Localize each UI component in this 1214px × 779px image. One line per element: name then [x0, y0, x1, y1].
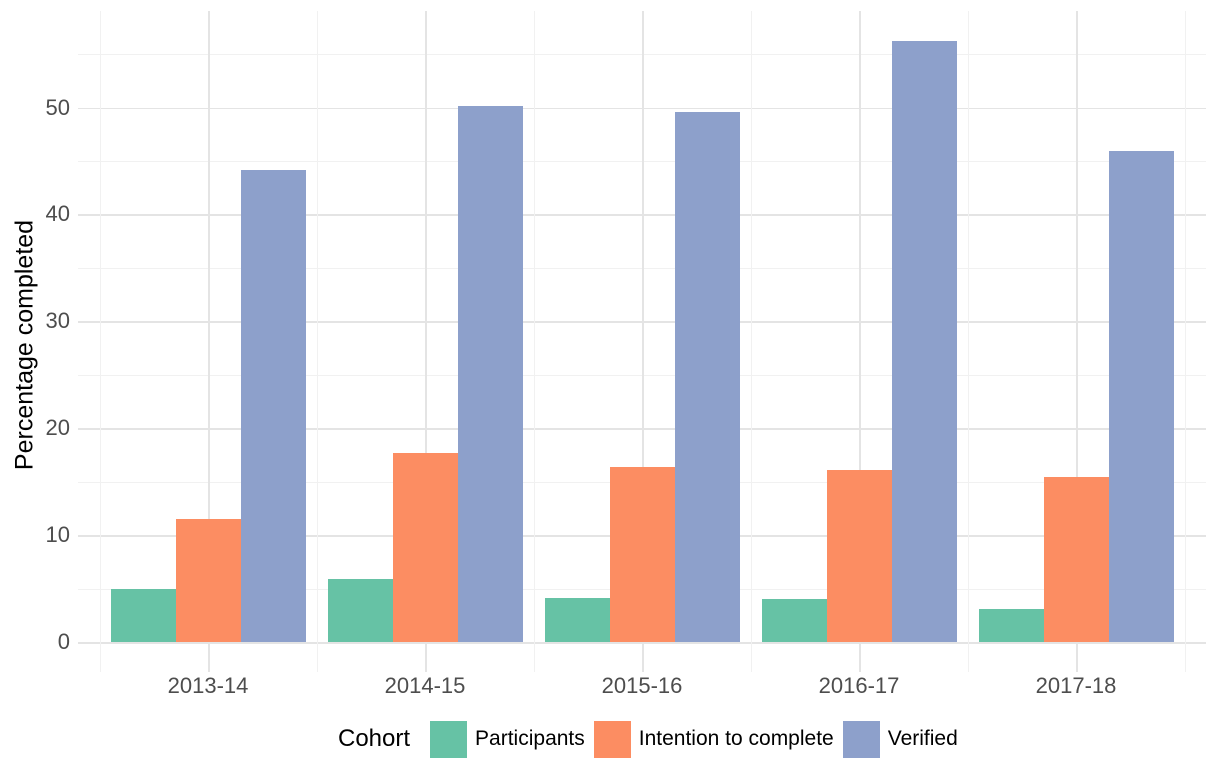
bar-verified-2014-15	[457, 106, 523, 642]
legend-item-verified: Verified	[842, 720, 958, 758]
gridline-minor-vertical	[533, 11, 535, 672]
gridline-major-vertical	[425, 11, 427, 672]
bar-verified-2017-18	[1108, 151, 1174, 642]
gridline-major-vertical	[208, 11, 210, 672]
bar-participants-2013-14	[110, 588, 176, 642]
x-tick-label: 2014-15	[384, 673, 466, 698]
bar-intention-to-complete-2015-16	[609, 466, 675, 642]
legend-label: Intention to complete	[638, 727, 834, 750]
y-tick-label: 10	[45, 522, 70, 548]
y-tick-label: 20	[45, 415, 70, 441]
bar-participants-2014-15	[327, 578, 393, 642]
legend-label: Participants	[475, 727, 585, 750]
bar-participants-2016-17	[761, 599, 827, 642]
gridline-major-vertical	[642, 11, 644, 672]
bar-verified-2013-14	[240, 169, 306, 642]
gridline-minor-vertical	[99, 11, 101, 672]
verified-swatch-icon	[842, 720, 880, 758]
bar-verified-2015-16	[674, 111, 740, 642]
x-tick-label: 2016-17	[818, 673, 900, 698]
participants-swatch-icon	[430, 720, 468, 758]
bar-intention-to-complete-2013-14	[175, 519, 241, 642]
gridline-minor-vertical	[316, 11, 318, 672]
legend-title: Cohort	[338, 725, 411, 752]
y-tick-label: 50	[45, 94, 70, 120]
x-tick-label: 2015-16	[601, 673, 683, 698]
bar-intention-to-complete-2014-15	[392, 452, 458, 642]
intention-swatch-icon	[593, 720, 631, 758]
gridline-minor-vertical	[1184, 11, 1186, 672]
bar-verified-2016-17	[891, 41, 957, 642]
legend-item-participants: Participants	[430, 720, 585, 758]
bar-intention-to-complete-2017-18	[1043, 477, 1109, 642]
plot-panel	[78, 11, 1206, 672]
y-tick-label: 30	[45, 308, 70, 334]
bar-participants-2017-18	[978, 608, 1044, 642]
x-tick-label: 2013-14	[167, 673, 249, 698]
gridline-major-vertical	[1076, 11, 1078, 672]
bar-participants-2015-16	[544, 598, 610, 642]
legend-label: Verified	[887, 727, 958, 750]
gridline-major-vertical	[859, 11, 861, 672]
x-tick-label: 2017-18	[1035, 673, 1117, 698]
gridline-minor-vertical	[750, 11, 752, 672]
bar-intention-to-complete-2016-17	[826, 469, 892, 642]
legend-item-intention: Intention to complete	[593, 720, 834, 758]
legend: Cohort Participants Intention to complet…	[338, 720, 967, 758]
y-tick-label: 40	[45, 201, 70, 227]
gridline-minor-vertical	[967, 11, 969, 672]
y-tick-label: 0	[57, 629, 70, 654]
